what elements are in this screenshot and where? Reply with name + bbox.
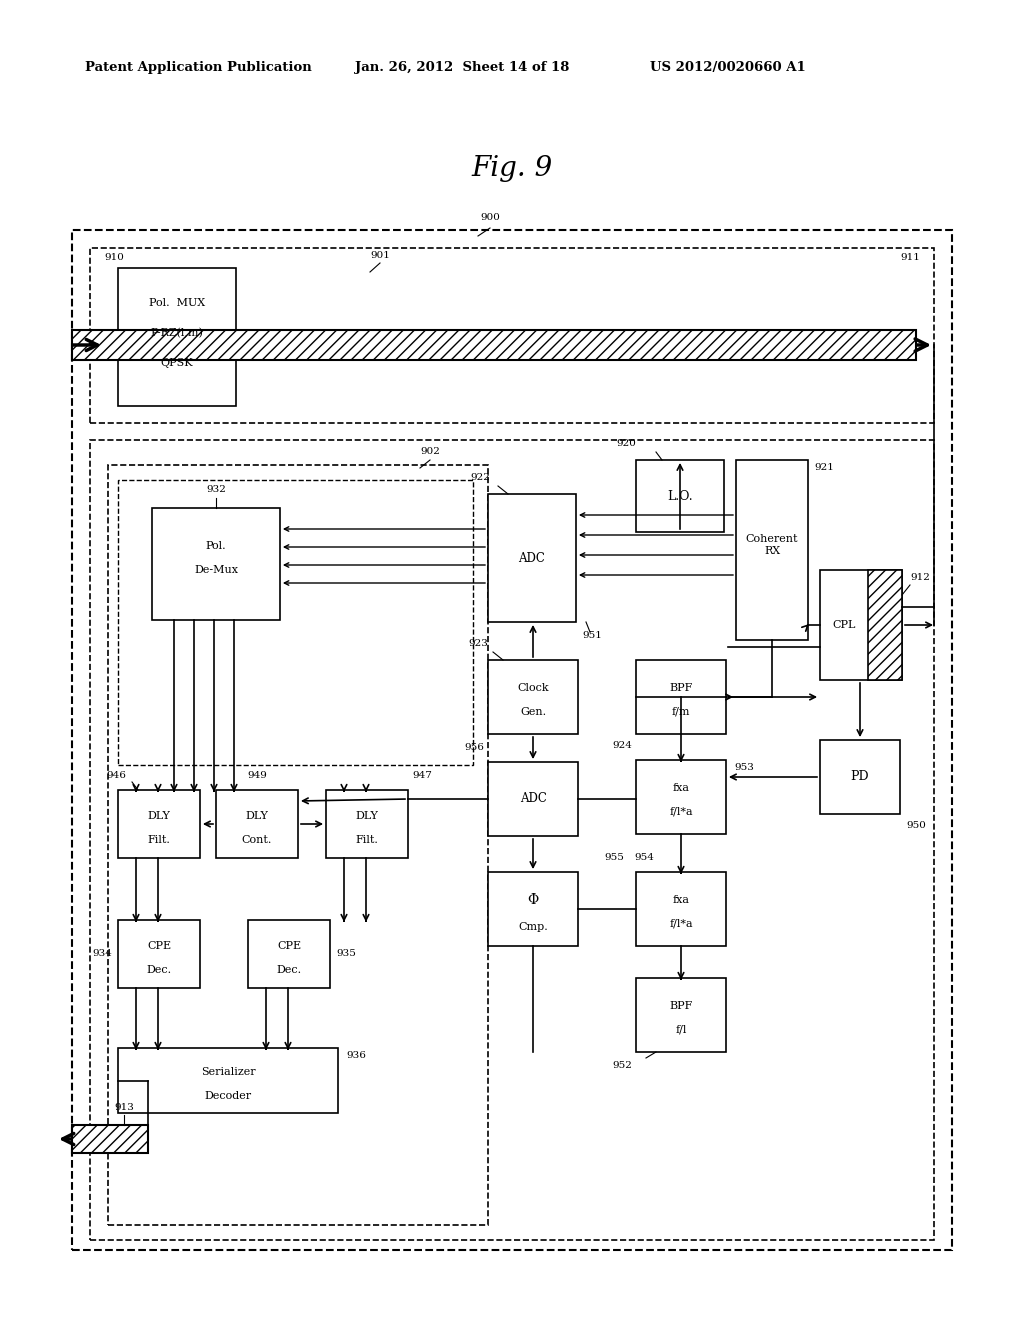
Text: ADC: ADC — [518, 552, 546, 565]
Text: QPSK: QPSK — [161, 358, 194, 368]
Bar — [636, 873, 726, 946]
Text: CPE: CPE — [146, 941, 171, 950]
Bar — [636, 978, 726, 1052]
Bar — [248, 920, 330, 987]
Bar — [152, 508, 280, 620]
Bar — [820, 570, 902, 680]
Text: Dec.: Dec. — [276, 965, 301, 975]
Text: 950: 950 — [906, 821, 926, 830]
Text: Decoder: Decoder — [205, 1092, 252, 1101]
Text: Filt.: Filt. — [355, 836, 379, 845]
Text: 900: 900 — [480, 214, 500, 223]
Bar — [90, 440, 934, 1239]
Bar — [90, 248, 934, 422]
Text: L.O.: L.O. — [668, 490, 693, 503]
Text: 947: 947 — [412, 771, 432, 780]
Bar — [118, 789, 200, 858]
Text: Φ: Φ — [527, 894, 539, 907]
Bar — [636, 760, 726, 834]
Bar — [326, 789, 408, 858]
Bar — [118, 480, 473, 766]
Text: Filt.: Filt. — [147, 836, 170, 845]
Text: BPF: BPF — [670, 1001, 692, 1011]
Text: f/m: f/m — [672, 708, 690, 717]
Text: 924: 924 — [612, 742, 632, 751]
Bar — [72, 1125, 148, 1152]
Text: 951: 951 — [582, 631, 602, 640]
Text: fxa: fxa — [673, 783, 689, 793]
Text: Pol.: Pol. — [206, 541, 226, 550]
Text: 934: 934 — [92, 949, 112, 958]
Text: DLY: DLY — [147, 810, 170, 821]
Text: 935: 935 — [336, 949, 356, 958]
Text: Clock: Clock — [517, 682, 549, 693]
Text: 949: 949 — [247, 771, 267, 780]
Bar — [736, 459, 808, 640]
Text: ADC: ADC — [519, 792, 547, 805]
Bar — [72, 230, 952, 1250]
Text: 955: 955 — [604, 854, 624, 862]
Bar — [636, 660, 726, 734]
Text: 902: 902 — [420, 447, 440, 457]
Bar — [868, 570, 902, 680]
Text: Cmp.: Cmp. — [518, 921, 548, 932]
Text: PD: PD — [851, 771, 869, 784]
Bar — [488, 762, 578, 836]
Text: Jan. 26, 2012  Sheet 14 of 18: Jan. 26, 2012 Sheet 14 of 18 — [355, 62, 569, 74]
Bar — [488, 494, 575, 622]
Text: Fig. 9: Fig. 9 — [471, 154, 553, 181]
Text: DLY: DLY — [355, 810, 379, 821]
Text: Pol.  MUX: Pol. MUX — [148, 298, 205, 308]
Text: Patent Application Publication: Patent Application Publication — [85, 62, 311, 74]
Bar — [488, 660, 578, 734]
Bar — [820, 741, 900, 814]
Text: 911: 911 — [900, 253, 920, 263]
Text: f/l: f/l — [675, 1026, 687, 1035]
Text: 913: 913 — [114, 1102, 134, 1111]
Text: f/l*a: f/l*a — [670, 919, 693, 929]
Bar — [488, 873, 578, 946]
Text: Cont.: Cont. — [242, 836, 272, 845]
Text: 936: 936 — [346, 1052, 366, 1060]
Text: DLY: DLY — [246, 810, 268, 821]
Text: 923: 923 — [468, 639, 488, 648]
Bar — [216, 789, 298, 858]
Text: Coherent
RX: Coherent RX — [745, 535, 799, 556]
Text: 912: 912 — [910, 573, 930, 582]
Text: 932: 932 — [206, 486, 226, 495]
Text: 920: 920 — [616, 440, 636, 449]
Text: BPF: BPF — [670, 682, 692, 693]
Text: 954: 954 — [634, 854, 654, 862]
Bar — [118, 920, 200, 987]
Text: 956: 956 — [464, 743, 484, 752]
Text: 910: 910 — [104, 253, 124, 263]
Text: f/l*a: f/l*a — [670, 807, 693, 817]
Text: CPE: CPE — [276, 941, 301, 950]
Text: P-RZ(l,m): P-RZ(l,m) — [151, 327, 204, 338]
Text: CPL: CPL — [833, 620, 856, 630]
Text: 922: 922 — [470, 474, 489, 483]
Bar — [108, 465, 488, 1225]
Text: fxa: fxa — [673, 895, 689, 906]
Text: 921: 921 — [814, 463, 834, 473]
Text: Dec.: Dec. — [146, 965, 172, 975]
Text: De-Mux: De-Mux — [194, 565, 238, 576]
Bar — [72, 330, 916, 360]
Text: 946: 946 — [106, 771, 126, 780]
Bar — [118, 1048, 338, 1113]
Text: 901: 901 — [370, 251, 390, 260]
Bar — [118, 268, 236, 407]
Text: 953: 953 — [734, 763, 754, 772]
Text: US 2012/0020660 A1: US 2012/0020660 A1 — [650, 62, 806, 74]
Text: 952: 952 — [612, 1061, 632, 1071]
Text: Gen.: Gen. — [520, 708, 546, 717]
Text: Serializer: Serializer — [201, 1067, 255, 1077]
Bar — [636, 459, 724, 532]
